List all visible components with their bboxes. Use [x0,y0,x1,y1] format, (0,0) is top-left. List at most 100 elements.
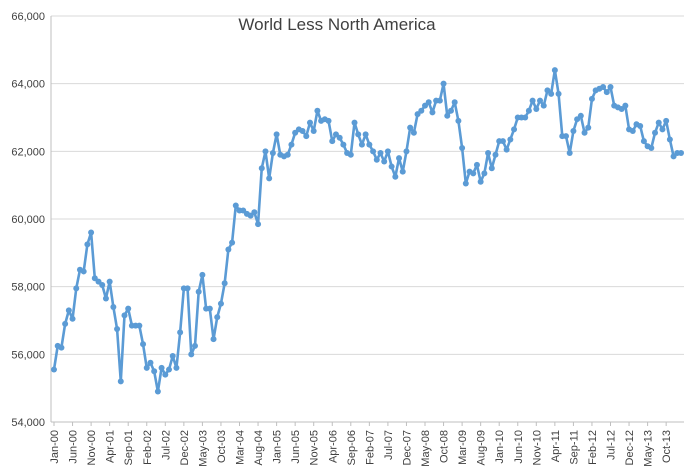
data-point [99,281,106,288]
data-point [566,150,573,157]
chart-title: World Less North America [238,15,436,34]
data-point [358,141,365,148]
data-point [114,325,121,332]
gridlines [51,15,684,355]
data-point [555,90,562,97]
data-point [588,95,595,102]
data-point [377,150,384,157]
data-point [340,141,347,148]
data-point [158,364,165,371]
x-tick-label: Apr-06 [327,430,339,463]
data-point [581,129,588,136]
data-point [351,119,358,126]
data-point [136,322,143,329]
data-point [388,163,395,170]
data-point [306,119,313,126]
data-point [273,131,280,138]
data-point [666,136,673,143]
x-tick-label: Jul-07 [383,430,395,460]
data-point [162,371,169,378]
series-line [52,68,681,393]
x-tick-label: Feb-02 [142,430,154,465]
data-point [622,102,629,109]
data-point [62,320,69,327]
data-point [325,117,332,124]
data-point [540,102,547,109]
x-tick-label: Dec-07 [401,430,413,465]
data-point [217,300,224,307]
data-point [503,146,510,153]
data-point [214,314,221,321]
data-point [473,161,480,168]
data-point [529,97,536,104]
data-point [577,112,584,119]
data-point [255,221,262,228]
data-point [210,336,217,343]
data-point [143,364,150,371]
data-point [440,80,447,87]
x-tick-label: Feb-07 [364,430,376,465]
data-point [436,97,443,104]
x-tick-label: Feb-12 [587,430,599,465]
data-point [537,97,544,104]
data-point [199,271,206,278]
y-axis-ticks: 54,000 56,000 58,000 60,000 62,000 64,000 66,0… [11,11,45,429]
x-axis-ticks: Jan-00 Jun-00 Nov-00 Apr-01 Sep-01 Feb-02 Jul-… [49,422,673,467]
x-tick-label: Dec-02 [179,430,191,465]
y-tick-label: 62,000 [11,146,45,158]
data-point [607,84,614,91]
data-point [288,141,295,148]
data-point [140,341,147,348]
data-point [310,128,317,135]
data-point [80,268,87,275]
data-point [229,239,236,246]
data-point [407,124,414,131]
data-point [184,285,191,292]
data-point [336,134,343,141]
data-point [492,151,499,158]
axes [50,16,684,423]
data-point [655,119,662,126]
data-point [511,126,518,133]
data-point [221,280,228,287]
x-tick-label: May-08 [420,430,432,467]
y-tick-label: 58,000 [11,282,45,294]
data-point [425,99,432,106]
x-tick-label: Sep-11 [568,430,580,465]
data-point [269,150,276,157]
x-tick-label: Jul-12 [606,430,618,460]
y-tick-label: 56,000 [11,349,45,361]
x-tick-label: Jan-00 [49,430,61,464]
data-point [381,158,388,165]
data-point [418,107,425,114]
x-tick-label: Aug-09 [476,430,488,465]
data-point [58,344,65,351]
data-point [284,151,291,158]
data-point [166,366,173,373]
data-point [548,90,555,97]
series-layer [51,67,684,395]
data-point [455,117,462,124]
x-tick-label: Apr-01 [105,430,117,463]
x-tick-label: Jun-00 [68,430,80,464]
x-tick-label: Mar-04 [235,430,247,465]
data-point [177,329,184,336]
x-tick-label: Nov-10 [531,430,543,465]
data-point [392,173,399,180]
data-point [562,133,569,140]
data-point [329,138,336,145]
data-point [652,129,659,136]
x-tick-label: Sep-01 [123,430,135,465]
data-point [110,303,117,310]
data-point [299,128,306,135]
data-point [462,180,469,187]
data-point [477,178,484,185]
x-tick-label: May-03 [197,430,209,467]
data-point [659,126,666,133]
data-point [151,368,158,375]
data-point [314,107,321,114]
y-tick-label: 60,000 [11,214,45,226]
data-point [51,366,57,373]
